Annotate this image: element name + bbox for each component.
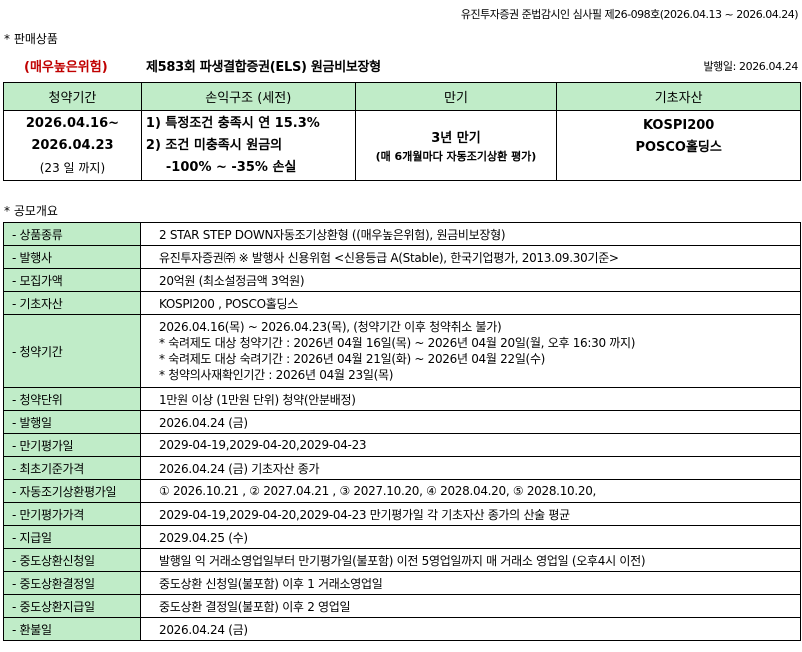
row-label: - 모집가액 xyxy=(3,268,141,292)
row-value: 2026.04.16(목) ~ 2026.04.23(목), (청약기간 이후 … xyxy=(140,314,801,388)
table-row: - 만기평가가격 2029-04-19,2029-04-20,2029-04-23… xyxy=(3,502,801,526)
value-line: 2026.04.24 (금) xyxy=(159,415,248,430)
value-line: 1만원 이상 (1만원 단위) 청약(안분배정) xyxy=(159,392,356,407)
header-underlying: 기초자산 xyxy=(556,82,801,111)
table-row: - 기초자산 KOSPI200 , POSCO홀딩스 xyxy=(3,291,801,315)
value-line: 2026.04.24 (금) xyxy=(159,622,248,637)
underlying-asset: KOSPI200 xyxy=(642,118,715,133)
value-line: * 청약의사재확인기간 : 2026년 04월 23일(목) xyxy=(159,368,394,382)
value-line: 2026.04.16(목) ~ 2026.04.23(목), (청약기간 이후 … xyxy=(159,320,502,334)
row-label: - 환불일 xyxy=(3,617,141,641)
value-line: 2029-04-19,2029-04-20,2029-04-23 만기평가일 각… xyxy=(159,507,570,522)
table-row: - 상품종류 2 STAR STEP DOWN자동조기상환형 ((매우높은위험),… xyxy=(3,222,801,246)
period-cell: 2026.04.16~ 2026.04.23 (23 일 까지) xyxy=(3,110,142,181)
header-period: 청약기간 xyxy=(3,82,142,111)
row-label: - 청약기간 xyxy=(3,314,141,388)
row-label: - 청약단위 xyxy=(3,387,141,411)
maturity-note: (매 6개월마다 자동조기상환 평가) xyxy=(375,149,537,163)
row-value: 2026.04.24 (금) xyxy=(140,410,801,434)
issue-date: 발행일: 2026.04.24 xyxy=(703,60,798,73)
row-value: 2029-04-19,2029-04-20,2029-04-23 만기평가일 각… xyxy=(140,502,801,526)
table-row: - 환불일 2026.04.24 (금) xyxy=(3,617,801,641)
value-line: 20억원 (최소설정금액 3억원) xyxy=(159,273,305,288)
approval-note: 유진투자증권 준법감시인 심사필 제26-098호(2026.04.13 ~ 2… xyxy=(460,8,799,21)
section-title-products: * 판매상품 xyxy=(4,32,58,46)
value-line: 유진투자증권㈜ ※ 발행사 신용위험 <신용등급 A(Stable), 한국기업… xyxy=(159,250,619,265)
table-row: - 청약단위 1만원 이상 (1만원 단위) 청약(안분배정) xyxy=(3,387,801,411)
row-label: - 만기평가가격 xyxy=(3,502,141,526)
maturity-cell: 3년 만기 (매 6개월마다 자동조기상환 평가) xyxy=(354,110,558,181)
value-line: 2029.04.25 (수) xyxy=(159,530,248,545)
row-value: 중도상환 결정일(불포함) 이후 2 영업일 xyxy=(140,594,801,618)
table-row: - 청약기간 2026.04.16(목) ~ 2026.04.23(목), (청약… xyxy=(3,314,801,388)
table-row: - 중도상환결정일 중도상환 신청일(불포함) 이후 1 거래소영업일 xyxy=(3,571,801,595)
row-value: 2029.04.25 (수) xyxy=(140,525,801,549)
section-title-offering: * 공모개요 xyxy=(4,204,58,218)
payoff-line: 2) 조건 미충족시 원금의 xyxy=(145,137,283,153)
value-line: ① 2026.10.21 , ② 2027.04.21 , ③ 2027.10.… xyxy=(159,484,597,498)
row-value: 2026.04.24 (금) xyxy=(140,617,801,641)
risk-label: (매우높은위험) xyxy=(24,60,108,75)
value-line: KOSPI200 , POSCO홀딩스 xyxy=(159,296,298,311)
value-line: 2 STAR STEP DOWN자동조기상환형 ((매우높은위험), 원금비보장… xyxy=(159,227,506,242)
row-label: - 지급일 xyxy=(3,525,141,549)
value-line: 중도상환 결정일(불포함) 이후 2 영업일 xyxy=(159,599,351,614)
row-value: 발행일 익 거래소영업일부터 만기평가일(불포함) 이전 5영업일까지 매 거래… xyxy=(140,548,801,572)
row-label: - 중도상환신청일 xyxy=(3,548,141,572)
table-row: - 최초기준가격 2026.04.24 (금) 기초자산 종가 xyxy=(3,456,801,480)
row-label: - 중도상환지급일 xyxy=(3,594,141,618)
row-value: 중도상환 신청일(불포함) 이후 1 거래소영업일 xyxy=(140,571,801,595)
row-value: 1만원 이상 (1만원 단위) 청약(안분배정) xyxy=(140,387,801,411)
table-row: - 자동조기상환평가일 ① 2026.10.21 , ② 2027.04.21 ,… xyxy=(3,479,801,503)
header-payoff: 손익구조 (세전) xyxy=(140,82,356,111)
value-line: * 숙려제도 대상 숙려기간 : 2026년 04월 21일(화) ~ 2026… xyxy=(159,352,546,366)
row-label: - 자동조기상환평가일 xyxy=(3,479,141,503)
table-row: - 발행일 2026.04.24 (금) xyxy=(3,410,801,434)
table-row: - 모집가액 20억원 (최소설정금액 3억원) xyxy=(3,268,801,292)
table-row: - 지급일 2029.04.25 (수) xyxy=(3,525,801,549)
row-value: 유진투자증권㈜ ※ 발행사 신용위험 <신용등급 A(Stable), 한국기업… xyxy=(140,245,801,269)
period-end: 2026.04.23 xyxy=(31,137,114,153)
value-line: 중도상환 신청일(불포함) 이후 1 거래소영업일 xyxy=(159,576,383,591)
payoff-line: -100% ~ -35% 손실 xyxy=(165,159,297,175)
offering-table: - 상품종류 2 STAR STEP DOWN자동조기상환형 ((매우높은위험),… xyxy=(3,222,801,641)
header-maturity: 만기 xyxy=(354,82,558,111)
value-line: 2029-04-19,2029-04-20,2029-04-23 xyxy=(159,438,367,452)
period-note: (23 일 까지) xyxy=(39,160,106,175)
underlying-cell: KOSPI200 POSCO홀딩스 xyxy=(556,110,801,181)
period-start: 2026.04.16~ xyxy=(25,115,120,131)
row-label: - 상품종류 xyxy=(3,222,141,246)
value-line: 발행일 익 거래소영업일부터 만기평가일(불포함) 이전 5영업일까지 매 거래… xyxy=(159,553,646,568)
table-row: - 중도상환신청일 발행일 익 거래소영업일부터 만기평가일(불포함) 이전 5영… xyxy=(3,548,801,572)
row-value: 2029-04-19,2029-04-20,2029-04-23 xyxy=(140,433,801,457)
underlying-asset: POSCO홀딩스 xyxy=(635,140,722,155)
value-line: * 숙려제도 대상 청약기간 : 2026년 04월 16일(목) ~ 2026… xyxy=(159,336,636,350)
row-label: - 발행일 xyxy=(3,410,141,434)
maturity-term: 3년 만기 xyxy=(431,130,481,146)
row-label: - 기초자산 xyxy=(3,291,141,315)
row-label: - 만기평가일 xyxy=(3,433,141,457)
row-label: - 최초기준가격 xyxy=(3,456,141,480)
payoff-line: 1) 특정조건 충족시 연 15.3% xyxy=(145,115,320,131)
row-value: KOSPI200 , POSCO홀딩스 xyxy=(140,291,801,315)
row-value: ① 2026.10.21 , ② 2027.04.21 , ③ 2027.10.… xyxy=(140,479,801,503)
value-line: 2026.04.24 (금) 기초자산 종가 xyxy=(159,461,320,476)
table-row: - 중도상환지급일 중도상환 결정일(불포함) 이후 2 영업일 xyxy=(3,594,801,618)
payoff-cell: 1) 특정조건 충족시 연 15.3% 2) 조건 미충족시 원금의 -100%… xyxy=(140,110,356,181)
row-label: - 발행사 xyxy=(3,245,141,269)
table-row: - 만기평가일 2029-04-19,2029-04-20,2029-04-23 xyxy=(3,433,801,457)
product-title: 제583회 파생결합증권(ELS) 원금비보장형 xyxy=(146,60,381,75)
summary-table: 청약기간 손익구조 (세전) 만기 기초자산 2026.04.16~ 2026.… xyxy=(3,82,801,181)
row-value: 2026.04.24 (금) 기초자산 종가 xyxy=(140,456,801,480)
row-value: 2 STAR STEP DOWN자동조기상환형 ((매우높은위험), 원금비보장… xyxy=(140,222,801,246)
table-row: - 발행사 유진투자증권㈜ ※ 발행사 신용위험 <신용등급 A(Stable),… xyxy=(3,245,801,269)
row-label: - 중도상환결정일 xyxy=(3,571,141,595)
row-value: 20억원 (최소설정금액 3억원) xyxy=(140,268,801,292)
